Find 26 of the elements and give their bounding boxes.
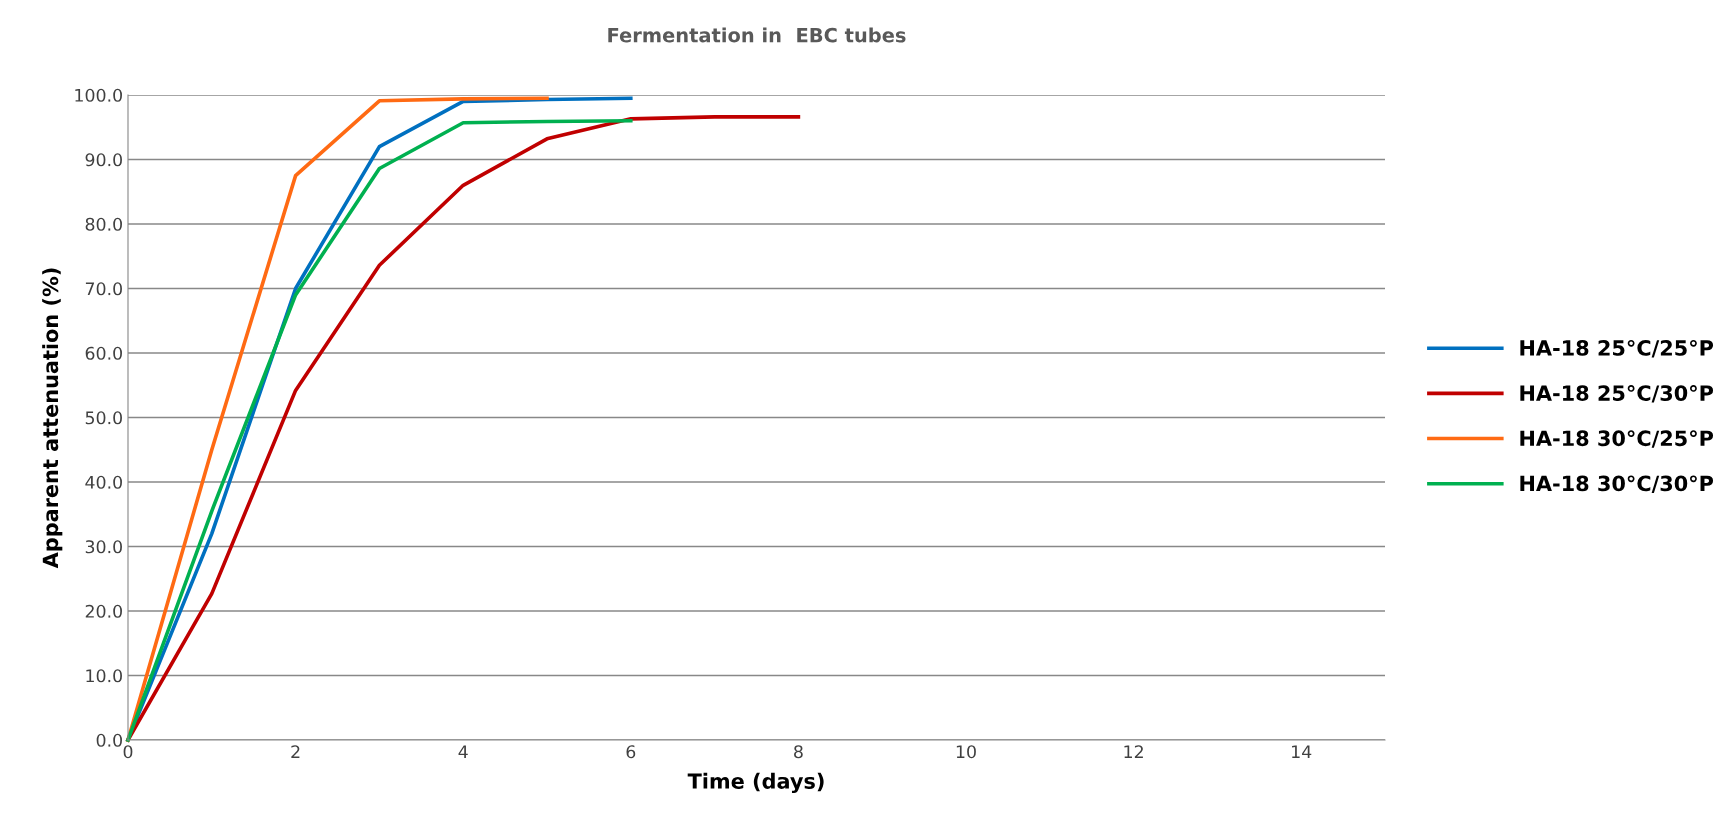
x-tick-label: 8 — [794, 745, 803, 759]
x-tick-label: 6 — [626, 745, 636, 759]
legend-label: HA-18 30°C/25°P — [1520, 430, 1714, 448]
y-tick-label: 90.0 — [85, 153, 122, 167]
x-tick-label: 10 — [956, 745, 976, 759]
y-tick-label: 50.0 — [85, 411, 122, 425]
y-tick-label: 80.0 — [85, 217, 122, 231]
x-tick-label: 14 — [1292, 745, 1312, 759]
x-tick-label: 12 — [1124, 745, 1143, 759]
y-tick-label: 0.0 — [96, 733, 122, 747]
legend-label: HA-18 30°C/30°P — [1520, 475, 1714, 493]
x-axis-title: Time (days) — [687, 772, 824, 794]
y-tick-label: 20.0 — [85, 604, 122, 618]
chart-title: Fermentation in EBC tubes — [608, 27, 906, 43]
y-tick-label: 60.0 — [85, 346, 122, 360]
y-tick-label: 10.0 — [86, 669, 122, 683]
legend-label: HA-18 25°C/30°P — [1520, 385, 1714, 403]
y-tick-label: 40.0 — [85, 475, 122, 489]
x-tick-label: 0 — [123, 745, 133, 759]
x-tick-label: 4 — [458, 745, 468, 759]
y-axis-title: Apparent attenuation (%) — [42, 268, 63, 569]
x-tick-label: 2 — [291, 745, 300, 759]
legend-label: HA-18 25°C/25°P — [1520, 339, 1714, 358]
y-tick-label: 70.0 — [85, 282, 122, 296]
y-tick-label: 100.0 — [75, 88, 122, 102]
y-tick-label: 30.0 — [85, 540, 122, 554]
